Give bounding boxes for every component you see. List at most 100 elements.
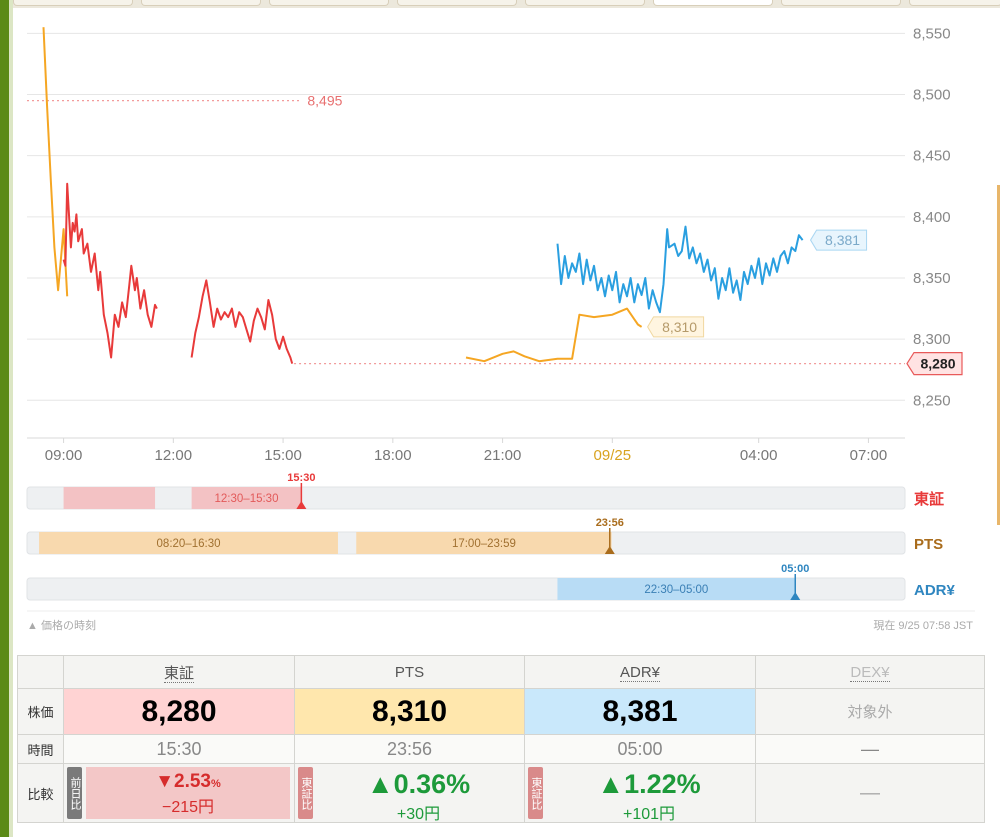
row-label-compare: 比較	[17, 763, 64, 823]
session-row-name-tse: 東証	[914, 490, 944, 508]
y-tick-label: 8,550	[913, 25, 951, 42]
session-block-tse	[191, 487, 302, 509]
session-block-label: 17:00–23:59	[452, 538, 516, 550]
series-line-tse	[62, 182, 158, 359]
time-adr: 05:00	[524, 734, 756, 764]
tab-7[interactable]	[781, 0, 901, 6]
current-time-note: 現在 9/25 07:58 JST	[873, 620, 973, 632]
table-corner	[17, 655, 64, 689]
session-block-label: 22:30–05:00	[644, 584, 708, 596]
session-row-name-pts: PTS	[914, 536, 943, 553]
adr-end-label-box	[809, 229, 868, 251]
compare-adr: 東証比 ▲1.22% +101円	[524, 763, 756, 823]
x-tick-label: 12:00	[155, 447, 193, 464]
y-tick-label: 8,500	[913, 87, 951, 104]
time-dex: —	[755, 734, 985, 764]
session-block-tse	[63, 487, 156, 509]
tab-4[interactable]	[397, 0, 517, 6]
y-tick-label: 8,450	[913, 148, 951, 165]
table-header-row: 東証 PTS ADR¥ DEX¥	[17, 655, 985, 689]
session-block-pts	[356, 532, 612, 554]
tse-last-price-badge	[906, 352, 963, 376]
session-block-adr	[557, 578, 796, 600]
time-tse: 15:30	[63, 734, 295, 764]
price-adr: 8,381	[524, 688, 756, 735]
compare-tse-pct: ▼2.53%	[155, 771, 221, 792]
series-line-tse	[190, 279, 294, 364]
session-block-label: 08:20–16:30	[157, 538, 221, 550]
x-tick-label: 18:00	[374, 447, 412, 464]
compare-adr-box: ▲1.22% +101円	[547, 767, 751, 823]
compare-adr-pct: ▲1.22%	[597, 769, 701, 799]
down-arrow-icon: ▼	[155, 771, 175, 792]
up-arrow-icon: ▲	[597, 769, 625, 799]
badge-vs-tse: 東証比	[528, 767, 543, 819]
left-frame-bar-inner	[9, 0, 13, 837]
badge-vs-tse: 東証比	[298, 767, 313, 819]
session-marker-label: 05:00	[781, 563, 809, 575]
y-tick-label: 8,250	[913, 392, 951, 409]
tab-3[interactable]	[269, 0, 389, 6]
compare-pts-pct: ▲0.36%	[366, 769, 471, 799]
session-track-tse	[26, 486, 906, 510]
compare-pts-box: ▲0.36% +30円	[317, 767, 520, 823]
price-tse: 8,280	[63, 688, 295, 735]
compare-pts-yen: +30円	[396, 806, 441, 823]
session-marker-triangle-icon	[604, 546, 615, 554]
compare-adr-yen: +101円	[622, 806, 676, 823]
compare-row: 比較 前日比 ▼2.53% −215円 東証比 ▲0.36% +30円 東証比 …	[17, 763, 985, 823]
header-tse[interactable]: 東証	[63, 655, 295, 689]
y-tick-label: 8,400	[913, 209, 951, 226]
session-block-pts	[39, 532, 338, 554]
session-marker-label: 23:56	[596, 517, 624, 529]
price-dex: 対象外	[755, 688, 985, 735]
left-frame-bar	[0, 0, 9, 837]
x-tick-label: 07:00	[850, 447, 888, 464]
up-arrow-icon: ▲	[366, 769, 394, 799]
pts-end-label-box	[647, 316, 705, 338]
x-tick-label: 21:00	[484, 447, 522, 464]
row-label-price: 株価	[17, 688, 64, 735]
y-tick-label: 8,350	[913, 270, 951, 287]
header-pts: PTS	[294, 655, 525, 689]
x-tick-label: 09:00	[45, 447, 83, 464]
price-time-note: ▲ 価格の時刻	[27, 620, 96, 632]
session-block-label: 12:30–15:30	[215, 493, 279, 505]
header-adr[interactable]: ADR¥	[524, 655, 756, 689]
price-pts: 8,310	[294, 688, 525, 735]
tab-6-active[interactable]	[653, 0, 773, 6]
compare-tse: 前日比 ▼2.53% −215円	[63, 763, 295, 823]
tab-2[interactable]	[141, 0, 261, 6]
x-tick-label: 04:00	[740, 447, 778, 464]
series-line-pts	[42, 27, 69, 297]
compare-tse-box: ▼2.53% −215円	[86, 767, 290, 819]
tab-8[interactable]	[909, 0, 1000, 6]
x-tick-label: 15:00	[264, 447, 302, 464]
header-dex[interactable]: DEX¥	[755, 655, 985, 689]
session-marker-label: 15:30	[287, 472, 315, 484]
row-label-time: 時間	[17, 734, 64, 764]
session-marker-triangle-icon	[296, 501, 307, 509]
time-row: 時間 15:30 23:56 05:00 —	[17, 734, 985, 764]
x-tick-label: 09/25	[594, 447, 632, 464]
top-tab-strip	[13, 0, 1000, 8]
price-comparison-table: 東証 PTS ADR¥ DEX¥ 株価 8,280 8,310 8,381 対象…	[17, 655, 985, 823]
pts-end-label: 8,310	[662, 319, 697, 335]
time-pts: 23:56	[294, 734, 525, 764]
stock-price-chart: 8,550 8,500 8,450 8,400 8,350 8,300 8,250 09:00…	[26, 25, 975, 612]
reference-line-label: 8,495	[307, 93, 342, 109]
price-row: 株価 8,280 8,310 8,381 対象外	[17, 688, 985, 735]
session-row-name-adr: ADR¥	[914, 582, 955, 599]
compare-dex: —	[755, 763, 985, 823]
badge-previous-day: 前日比	[67, 767, 82, 819]
compare-tse-yen: −215円	[161, 799, 215, 816]
tab-5[interactable]	[525, 0, 645, 6]
adr-end-label: 8,381	[825, 232, 860, 248]
right-frame-edge	[997, 185, 1000, 525]
tse-last-price-label: 8,280	[920, 356, 955, 372]
session-marker-triangle-icon	[790, 592, 801, 600]
compare-pts: 東証比 ▲0.36% +30円	[294, 763, 525, 823]
y-tick-label: 8,300	[913, 331, 951, 348]
series-line-pts	[465, 307, 643, 363]
tab-1[interactable]	[13, 0, 133, 6]
